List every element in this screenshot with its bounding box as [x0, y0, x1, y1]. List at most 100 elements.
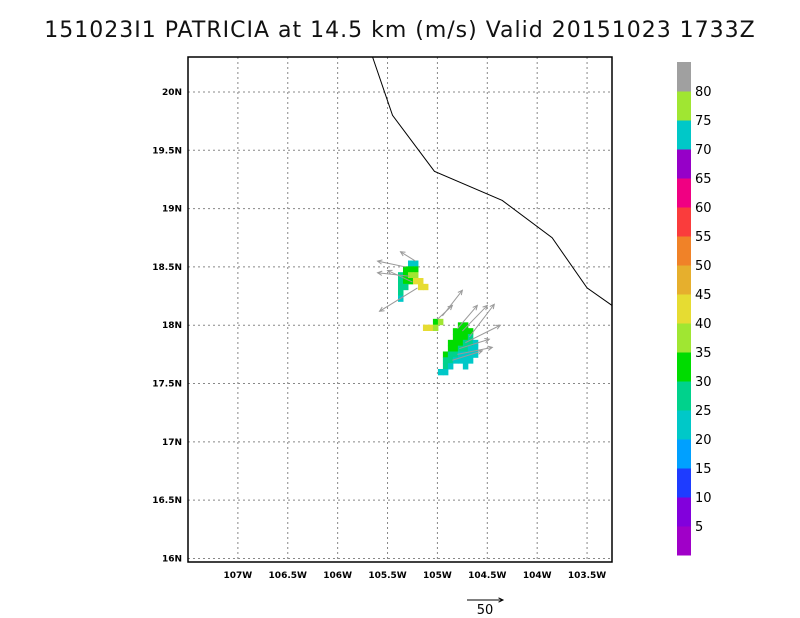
x-tick-label: 105W — [423, 571, 452, 581]
wind-speed-cell — [442, 351, 449, 358]
reference-arrow — [467, 597, 505, 603]
wind-speed-cell — [407, 272, 414, 279]
wind-speed-cell — [452, 328, 459, 335]
wind-vector — [459, 338, 491, 350]
wind-vectors — [376, 251, 502, 361]
wind-speed-cell — [452, 357, 459, 364]
wind-speed-cell — [462, 357, 469, 364]
wind-speed-cell — [462, 351, 469, 358]
y-axis-ticks: 16N 16.5N 17N 17.5N 18N 18.5N 19N 19.5N 20N — [152, 88, 182, 565]
colorbar: 5 10 15 20 25 30 35 40 45 50 55 60 65 70 75 80 — [677, 62, 712, 556]
colorbar-label: 70 — [695, 143, 712, 158]
reference-vector-label: 50 — [477, 603, 494, 618]
y-tick-label: 18N — [162, 321, 182, 331]
wind-vector — [376, 259, 406, 268]
colorbar-segment — [677, 265, 691, 295]
colorbar-label: 25 — [695, 404, 712, 419]
wind-vector — [386, 269, 413, 283]
x-tick-label: 107W — [224, 571, 253, 581]
wind-speed-cell — [432, 324, 439, 331]
wind-speed-cell — [447, 351, 454, 358]
wind-vector — [399, 251, 416, 262]
wind-speed-cell — [462, 328, 469, 335]
x-axis-ticks: 107W 106.5W 106W 105.5W 105W 104.5W 104W 103.5W — [224, 571, 607, 581]
colorbar-label: 15 — [695, 462, 712, 477]
wind-speed-cell — [447, 357, 454, 364]
x-tick-label: 105.5W — [368, 571, 406, 581]
wind-speed-cell — [402, 283, 409, 291]
wind-speed-cell — [447, 339, 454, 347]
wind-speed-cell — [442, 368, 449, 376]
wind-speed-cell — [437, 368, 444, 376]
wind-speed-cell — [407, 260, 414, 267]
wind-speed-cell — [422, 283, 429, 291]
wind-speed-cell — [442, 363, 449, 370]
y-tick-label: 16.5N — [152, 496, 182, 506]
colorbar-segment — [677, 439, 691, 469]
y-tick-label: 16N — [162, 555, 182, 565]
colorbar-label: 65 — [695, 172, 712, 187]
wind-speed-cell — [457, 328, 464, 335]
x-tick-label: 106.5W — [269, 571, 307, 581]
wind-speed-cell — [457, 339, 464, 347]
wind-vector — [461, 304, 489, 332]
x-tick-label: 104.5W — [468, 571, 506, 581]
colorbar-segment — [677, 120, 691, 150]
wind-speed-cell — [472, 351, 479, 358]
colorbar-label: 60 — [695, 201, 712, 216]
wind-speed-cell — [452, 333, 459, 341]
wind-speed-cell — [462, 322, 469, 329]
colorbar-segment — [677, 236, 691, 266]
colorbar-label: 80 — [695, 85, 712, 100]
y-tick-label: 20N — [162, 88, 182, 98]
plot-frame — [187, 56, 613, 563]
wind-speed-cell — [402, 272, 409, 279]
wind-speed-cell — [432, 318, 439, 326]
colorbar-label: 75 — [695, 114, 712, 129]
wind-speed-cell — [447, 345, 454, 352]
wind-vector — [468, 303, 495, 338]
wind-speed-cell — [417, 278, 424, 285]
wind-speed-cell — [472, 339, 479, 347]
wind-speed-cell — [452, 345, 459, 352]
wind-speed-cell — [457, 357, 464, 364]
wind-speed-cell — [447, 363, 454, 370]
wind-speed-cell — [467, 345, 474, 352]
wind-speed-cell — [412, 266, 419, 273]
wind-speed-cell — [452, 351, 459, 358]
wind-speed-cell — [467, 339, 474, 347]
wind-speed-cell — [457, 345, 464, 352]
colorbar-segment — [677, 410, 691, 440]
wind-speed-cell — [442, 357, 449, 364]
colorbar-segment — [677, 294, 691, 324]
colorbar-label: 50 — [695, 259, 712, 274]
wind-speed-cell — [402, 266, 409, 273]
coastline-layer — [372, 56, 613, 306]
colorbar-label: 10 — [695, 491, 712, 506]
wind-vector — [376, 270, 410, 277]
wind-speed-cell — [412, 272, 419, 279]
coastline — [372, 56, 613, 306]
wind-speed-cell — [452, 339, 459, 347]
colorbar-segment — [677, 352, 691, 382]
wind-speed-cell — [417, 283, 424, 291]
wind-speed-cell — [462, 333, 469, 341]
wind-speed-cell — [402, 278, 409, 285]
colorbar-segment — [677, 62, 691, 92]
colorbar-label: 30 — [695, 375, 712, 390]
colorbar-segment — [677, 178, 691, 208]
wind-vector — [456, 304, 479, 330]
wind-speed-cell — [462, 363, 469, 370]
wind-vector — [452, 349, 484, 361]
wind-speed-cell — [398, 278, 404, 285]
colorbar-segment — [677, 91, 691, 121]
colorbar-label: 35 — [695, 346, 712, 361]
colorbar-segment — [677, 381, 691, 411]
colorbar-segment — [677, 468, 691, 498]
colorbar-segment — [677, 149, 691, 179]
colorbar-label: 45 — [695, 288, 712, 303]
colorbar-label: 40 — [695, 317, 712, 332]
wind-speed-cell — [472, 345, 479, 352]
wind-speed-cell — [412, 278, 419, 285]
wind-speed-cell — [467, 328, 474, 335]
